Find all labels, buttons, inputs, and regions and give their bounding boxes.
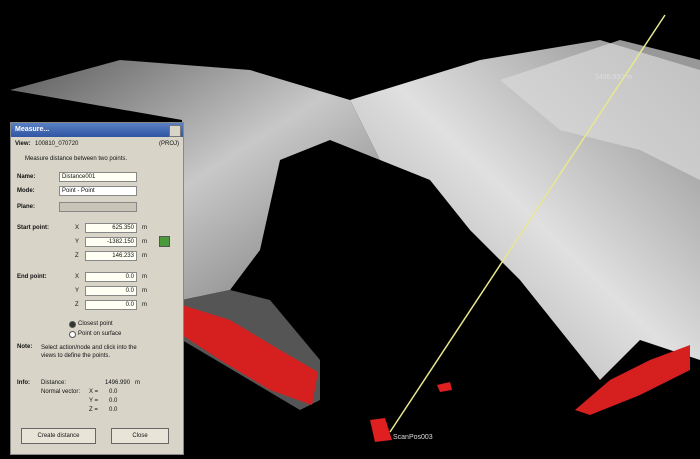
- coord-value: 625.350: [112, 225, 134, 231]
- label: Plane:: [17, 204, 36, 210]
- coord-value: 0.0: [125, 274, 134, 280]
- measure-line: [389, 14, 666, 433]
- view: 100810_070720: [35, 141, 79, 147]
- red-region: [575, 345, 690, 415]
- axis: Z: [75, 302, 79, 308]
- axis: Y: [75, 288, 80, 294]
- label: Distance:: [41, 380, 67, 386]
- coord-field[interactable]: 0.0: [85, 272, 137, 282]
- label: End point:: [17, 274, 47, 280]
- axis: Y: [75, 239, 80, 245]
- coord-value: 0.0: [125, 288, 134, 294]
- unit: m: [142, 239, 147, 245]
- unit: m: [142, 288, 147, 294]
- distance: 1496.990: [105, 380, 131, 386]
- terrain: [10, 60, 380, 300]
- close-button[interactable]: Close: [111, 428, 169, 444]
- normal-value: 0.0: [109, 407, 118, 413]
- unit: m: [135, 380, 140, 386]
- coord-field[interactable]: 625.350: [85, 223, 137, 233]
- dialog-title: Measure...: [15, 126, 50, 133]
- axis: X: [75, 225, 80, 231]
- title-bar: Measure...: [11, 123, 183, 137]
- coord-value: -1382.150: [106, 239, 134, 245]
- axis: Y =: [89, 398, 99, 404]
- red-region: [182, 305, 318, 405]
- description: Measure distance between two points.: [25, 156, 128, 162]
- label: Note:: [17, 344, 33, 350]
- coord-field[interactable]: 0.0: [85, 300, 137, 310]
- label: Normal vector:: [41, 389, 81, 395]
- radio-label: Point on surface: [78, 331, 122, 337]
- coord-field[interactable]: 0.0: [85, 286, 137, 296]
- axis: Z =: [89, 407, 98, 413]
- normal-value: 0.0: [109, 398, 118, 404]
- unit: m: [142, 253, 147, 259]
- coord-field[interactable]: 146.233: [85, 251, 137, 261]
- label: Mode:: [17, 188, 35, 194]
- note: Select action/node and click into the vi…: [41, 345, 137, 359]
- label: Start point:: [17, 225, 49, 231]
- coord-value: 0.0: [125, 302, 134, 308]
- label: Name:: [17, 174, 36, 180]
- unit: m: [142, 225, 147, 231]
- name: Distance001: [62, 174, 96, 180]
- plane-dropdown[interactable]: [59, 202, 137, 212]
- view-proj: (PROJ): [159, 141, 179, 147]
- mode-dropdown[interactable]: Point - Point: [59, 186, 137, 196]
- name-field[interactable]: Distance001: [59, 172, 137, 182]
- red-region: [370, 418, 392, 442]
- axis: X =: [89, 389, 99, 395]
- axis: Z: [75, 253, 79, 259]
- unit: m: [142, 274, 147, 280]
- distance-label: 1496.990 m: [595, 74, 632, 81]
- scan-label: ScanPos003: [393, 434, 433, 441]
- radio[interactable]: [69, 331, 76, 338]
- terrain: [500, 40, 700, 180]
- radio-label: Closest point: [78, 321, 113, 327]
- coord-field[interactable]: -1382.150: [85, 237, 137, 247]
- button-label: Create distance: [37, 433, 80, 439]
- label: Info:: [17, 380, 30, 386]
- red-region: [437, 382, 452, 392]
- label: View:: [15, 141, 31, 147]
- measure-dialog: Measure... View: 100810_070720 (PROJ) Me…: [10, 122, 184, 455]
- normal-value: 0.0: [109, 389, 118, 395]
- pick-icon[interactable]: [159, 236, 170, 247]
- create-button[interactable]: Create distance: [21, 428, 96, 444]
- unit: m: [142, 302, 147, 308]
- axis: X: [75, 274, 80, 280]
- radio[interactable]: [69, 321, 76, 328]
- mode: Point - Point: [62, 188, 95, 194]
- coord-value: 146.233: [112, 253, 134, 259]
- close-icon[interactable]: [169, 125, 181, 137]
- button-label: Close: [132, 433, 148, 439]
